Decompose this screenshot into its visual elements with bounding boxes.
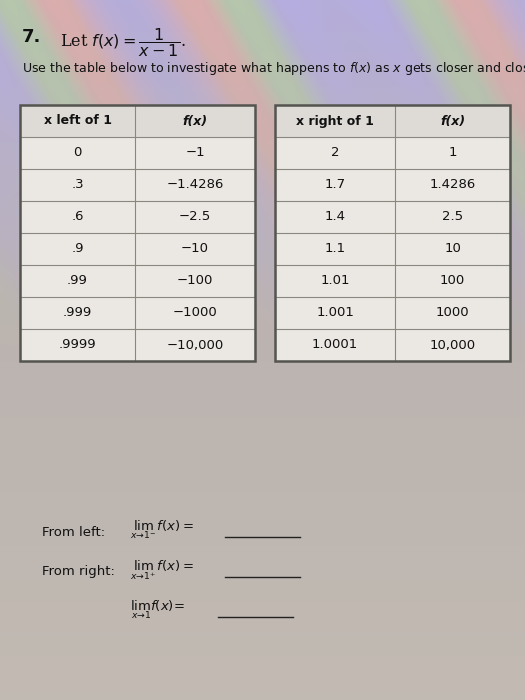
Text: 1: 1 <box>448 146 457 160</box>
Bar <box>275 201 510 233</box>
Bar <box>275 169 510 201</box>
Bar <box>20 137 255 169</box>
Bar <box>275 105 510 137</box>
Text: −1000: −1000 <box>173 307 217 319</box>
Bar <box>275 265 510 297</box>
Text: 100: 100 <box>440 274 465 288</box>
Text: 7.: 7. <box>22 28 41 46</box>
Text: −2.5: −2.5 <box>179 211 211 223</box>
Text: .6: .6 <box>71 211 84 223</box>
Text: −10: −10 <box>181 242 209 256</box>
Bar <box>275 105 510 361</box>
Text: x right of 1: x right of 1 <box>296 115 374 127</box>
Text: −1.4286: −1.4286 <box>166 178 224 192</box>
Text: −10,000: −10,000 <box>166 339 224 351</box>
Bar <box>20 105 255 361</box>
Bar <box>20 233 255 265</box>
Bar <box>20 265 255 297</box>
Bar <box>20 329 255 361</box>
Text: 1.7: 1.7 <box>324 178 345 192</box>
Text: From right:: From right: <box>42 566 115 578</box>
Text: 2.5: 2.5 <box>442 211 463 223</box>
Bar <box>275 137 510 169</box>
Bar <box>20 169 255 201</box>
Text: Use the table below to investigate what happens to $f(x)$ as $x$ gets closer and: Use the table below to investigate what … <box>22 60 525 77</box>
Text: 10,000: 10,000 <box>429 339 476 351</box>
Text: 1.001: 1.001 <box>316 307 354 319</box>
Bar <box>275 233 510 265</box>
Text: f(x): f(x) <box>183 115 207 127</box>
Text: 1.4286: 1.4286 <box>429 178 476 192</box>
Bar <box>20 105 255 137</box>
Text: .3: .3 <box>71 178 84 192</box>
Text: .999: .999 <box>63 307 92 319</box>
Text: 0: 0 <box>74 146 82 160</box>
Text: 1.1: 1.1 <box>324 242 345 256</box>
Text: −100: −100 <box>177 274 213 288</box>
Text: .9: .9 <box>71 242 84 256</box>
Text: .9999: .9999 <box>59 339 96 351</box>
Text: 10: 10 <box>444 242 461 256</box>
Text: 1.0001: 1.0001 <box>312 339 358 351</box>
Text: f(x): f(x) <box>440 115 465 127</box>
Bar <box>275 329 510 361</box>
Text: 1000: 1000 <box>436 307 469 319</box>
Bar <box>275 297 510 329</box>
Bar <box>20 297 255 329</box>
Text: Let $f(x) = \dfrac{1}{x-1}$.: Let $f(x) = \dfrac{1}{x-1}$. <box>60 26 186 59</box>
Text: $\lim_{x \to 1^-} f(x) =$: $\lim_{x \to 1^-} f(x) =$ <box>130 519 194 541</box>
Text: 2: 2 <box>331 146 339 160</box>
Text: 1.4: 1.4 <box>324 211 345 223</box>
Text: $\lim_{x \to 1} f(x) =$: $\lim_{x \to 1} f(x) =$ <box>130 598 185 622</box>
Text: .99: .99 <box>67 274 88 288</box>
Bar <box>20 201 255 233</box>
Text: x left of 1: x left of 1 <box>44 115 111 127</box>
Text: $\lim_{x \to 1^+} f(x) =$: $\lim_{x \to 1^+} f(x) =$ <box>130 558 194 582</box>
Text: From left:: From left: <box>42 526 105 538</box>
Text: 1.01: 1.01 <box>320 274 350 288</box>
Text: −1: −1 <box>185 146 205 160</box>
